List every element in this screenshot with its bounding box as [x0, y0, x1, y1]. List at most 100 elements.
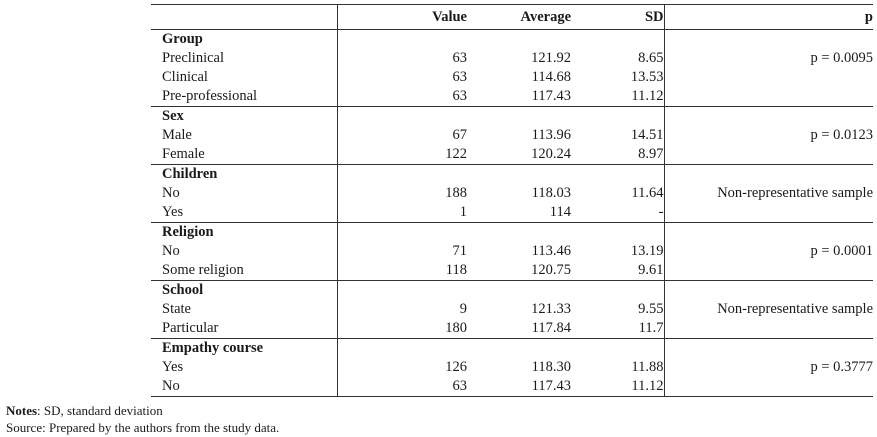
group-header-row: Empathy course — [151, 338, 873, 358]
header-value: Value — [336, 4, 467, 30]
row-average: 118.30 — [531, 359, 571, 375]
header-row: Value Average SD p — [151, 4, 873, 30]
group-title: Sex — [151, 106, 337, 126]
row-label: No — [162, 243, 180, 259]
table-row: Pre-professional 63 117.43 11.12 — [151, 87, 873, 107]
row-value: 180 — [336, 319, 467, 339]
row-sd: 11.12 — [571, 377, 664, 397]
row-average: 113.96 — [531, 127, 571, 143]
row-p-value: p = 0.0123 — [663, 126, 873, 145]
group-header-row: School — [151, 280, 873, 300]
group-title: School — [151, 280, 337, 300]
group-header-row: Religion — [151, 222, 873, 242]
row-sd: 11.12 — [631, 88, 664, 104]
table-body: Group Preclinical 63 121.92 8.65 p = 0.0095 Cl… — [151, 29, 873, 397]
row-label: Preclinical — [162, 50, 225, 66]
row-label: State — [162, 301, 191, 317]
group-blank-value — [336, 280, 467, 300]
row-value: 63 — [336, 87, 467, 107]
group-header-row: Group — [151, 29, 873, 50]
group-blank-average — [467, 106, 571, 126]
table-row: Particular 180 117.84 11.7 — [151, 319, 873, 339]
group-title: Children — [151, 164, 337, 184]
table-row: No 188 118.03 11.64 Non-representative sampl… — [151, 184, 873, 203]
row-value: 1 — [336, 203, 467, 223]
row-average: 117.43 — [531, 88, 571, 104]
group-blank-p — [663, 338, 873, 358]
group-blank-average — [467, 30, 571, 50]
row-average: 120.24 — [531, 146, 571, 162]
row-label: Some religion — [162, 262, 244, 278]
group-blank-sd — [571, 164, 664, 184]
group-header-row: Children — [151, 164, 873, 184]
row-sd: - — [658, 204, 664, 220]
row-value: 71 — [336, 242, 467, 261]
group-blank-p — [663, 280, 873, 300]
header-p: p — [663, 4, 873, 30]
group-blank-sd — [571, 30, 664, 50]
row-label: Particular — [162, 320, 219, 336]
group-blank-sd — [571, 106, 664, 126]
header-blank — [151, 4, 337, 30]
row-average: 121.33 — [531, 301, 571, 317]
row-sd: 9.61 — [638, 262, 664, 278]
row-label: No — [162, 185, 180, 201]
group-blank-p — [663, 29, 873, 49]
group-header-row: Sex — [151, 106, 873, 126]
notes-text: : SD, standard deviation — [37, 403, 163, 418]
group-blank-value — [336, 222, 467, 242]
group-blank-p — [663, 106, 873, 126]
row-sd: 13.53 — [630, 69, 664, 85]
row-value: 63 — [336, 49, 467, 68]
row-sd: 11.88 — [631, 359, 664, 375]
group-blank-average — [467, 280, 571, 300]
row-p-value — [663, 87, 873, 107]
table-row: Clinical 63 114.68 13.53 — [151, 68, 873, 87]
row-p-value: Non-representative sample — [663, 184, 873, 203]
row-p-value: Non-representative sample — [663, 300, 873, 319]
group-blank-value — [336, 29, 467, 49]
row-sd: 8.97 — [638, 146, 664, 162]
row-average: 117.43 — [467, 377, 571, 397]
group-blank-average — [467, 338, 571, 358]
row-label: Male — [162, 127, 192, 143]
group-title: Group — [162, 31, 203, 47]
row-average: 114.68 — [531, 69, 571, 85]
group-blank-sd — [571, 280, 664, 300]
group-blank-sd — [571, 222, 664, 242]
row-average: 120.75 — [531, 262, 571, 278]
row-label: No — [151, 377, 337, 397]
row-p-value: p = 0.0095 — [663, 49, 873, 68]
row-average: 114 — [549, 204, 571, 220]
row-value: 126 — [336, 358, 467, 377]
group-blank-average — [467, 222, 571, 242]
row-value: 122 — [336, 145, 467, 165]
row-p-value — [663, 145, 873, 165]
row-value: 188 — [336, 184, 467, 203]
group-blank-average — [467, 164, 571, 184]
source-line: Source: Prepared by the authors from the… — [6, 420, 280, 435]
statistics-table: Value Average SD p Group Preclinical 63 121… — [151, 4, 873, 397]
table-row: State 9 121.33 9.55 Non-representative sampl… — [151, 300, 873, 319]
header-sd: SD — [571, 4, 664, 30]
row-average: 121.92 — [531, 50, 571, 66]
row-p-value — [663, 203, 873, 223]
notes-label: Notes — [6, 403, 38, 418]
group-blank-p — [663, 222, 873, 242]
group-blank-sd — [571, 338, 664, 358]
row-value: 9 — [336, 300, 467, 319]
group-title: Empathy course — [151, 338, 337, 358]
row-average: 117.84 — [531, 320, 571, 336]
row-label: Yes — [162, 204, 184, 220]
row-sd: 11.7 — [638, 320, 664, 336]
group-blank-p — [663, 164, 873, 184]
row-sd: 11.64 — [631, 185, 664, 201]
row-sd: 14.51 — [630, 127, 664, 143]
row-label: Female — [162, 146, 205, 162]
row-p-value: p = 0.0001 — [663, 242, 873, 261]
notes-line: Notes: SD, standard deviation — [6, 402, 279, 419]
header-average: Average — [467, 4, 571, 30]
table-row: No 71 113.46 13.19 p = 0.0001 — [151, 242, 873, 261]
row-label: Yes — [162, 359, 184, 375]
table-row: No 63 117.43 11.12 — [151, 377, 873, 397]
